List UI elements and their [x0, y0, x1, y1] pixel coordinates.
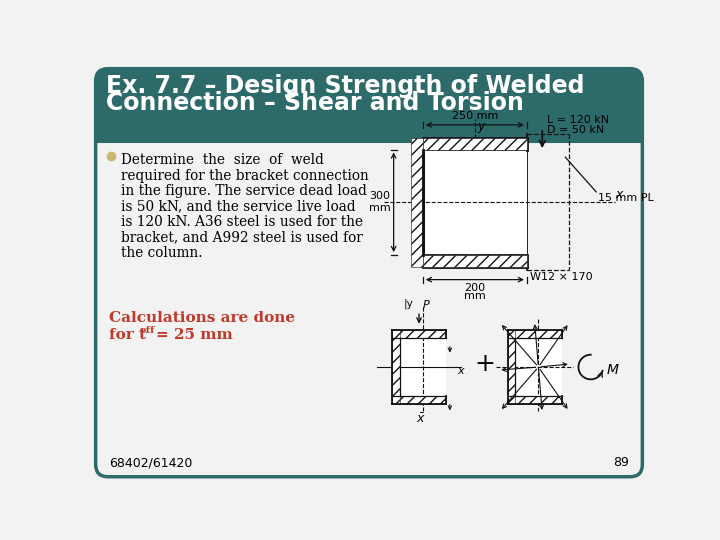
FancyBboxPatch shape: [96, 69, 642, 142]
Bar: [392, 396, 446, 403]
Text: P: P: [423, 300, 430, 310]
Text: mm: mm: [369, 204, 390, 213]
Text: x: x: [457, 366, 464, 376]
Text: L = 120 kN: L = 120 kN: [547, 115, 609, 125]
Text: +: +: [474, 352, 495, 376]
Text: $\bar{x}$: $\bar{x}$: [415, 413, 426, 427]
Text: |y: |y: [404, 299, 414, 309]
Text: is 50 kN, and the service live load: is 50 kN, and the service live load: [121, 200, 356, 213]
Text: M: M: [606, 363, 618, 377]
Bar: [400, 338, 446, 396]
Text: Calculations are done: Calculations are done: [109, 311, 295, 325]
Bar: [516, 338, 562, 396]
Text: in the figure. The service dead load: in the figure. The service dead load: [121, 184, 367, 198]
Text: 250 mm: 250 mm: [451, 111, 498, 121]
Text: y: y: [477, 120, 485, 133]
Text: the column.: the column.: [121, 246, 202, 260]
Text: 15 mm PL: 15 mm PL: [598, 193, 654, 204]
Text: required for the bracket connection: required for the bracket connection: [121, 168, 369, 183]
Bar: [96, 106, 642, 142]
Text: 89: 89: [613, 456, 629, 469]
Bar: [392, 330, 400, 403]
Bar: [508, 330, 516, 403]
Text: 200: 200: [464, 284, 485, 293]
Text: = 25 mm: = 25 mm: [156, 328, 233, 342]
Text: eff: eff: [140, 326, 155, 335]
Text: mm: mm: [464, 291, 486, 301]
Text: bracket, and A992 steel is used for: bracket, and A992 steel is used for: [121, 231, 363, 244]
Bar: [392, 330, 446, 338]
Bar: [423, 150, 527, 255]
Text: for t: for t: [109, 328, 145, 342]
Text: 300: 300: [369, 191, 390, 201]
Bar: [423, 138, 527, 150]
Bar: [508, 396, 562, 403]
Bar: [423, 255, 527, 267]
Text: Ex. 7.7 – Design Strength of Welded: Ex. 7.7 – Design Strength of Welded: [106, 74, 584, 98]
Text: x: x: [616, 188, 623, 201]
Text: Connection – Shear and Torsion: Connection – Shear and Torsion: [106, 91, 523, 115]
Text: is 120 kN. A36 steel is used for the: is 120 kN. A36 steel is used for the: [121, 215, 363, 229]
Bar: [508, 330, 562, 338]
Text: D = 50 kN: D = 50 kN: [547, 125, 604, 135]
FancyBboxPatch shape: [96, 69, 642, 477]
Text: 68402/61420: 68402/61420: [109, 456, 192, 469]
Bar: [411, 138, 423, 267]
Text: W12 × 170: W12 × 170: [530, 272, 593, 282]
Text: Determine  the  size  of  weld: Determine the size of weld: [121, 153, 324, 167]
